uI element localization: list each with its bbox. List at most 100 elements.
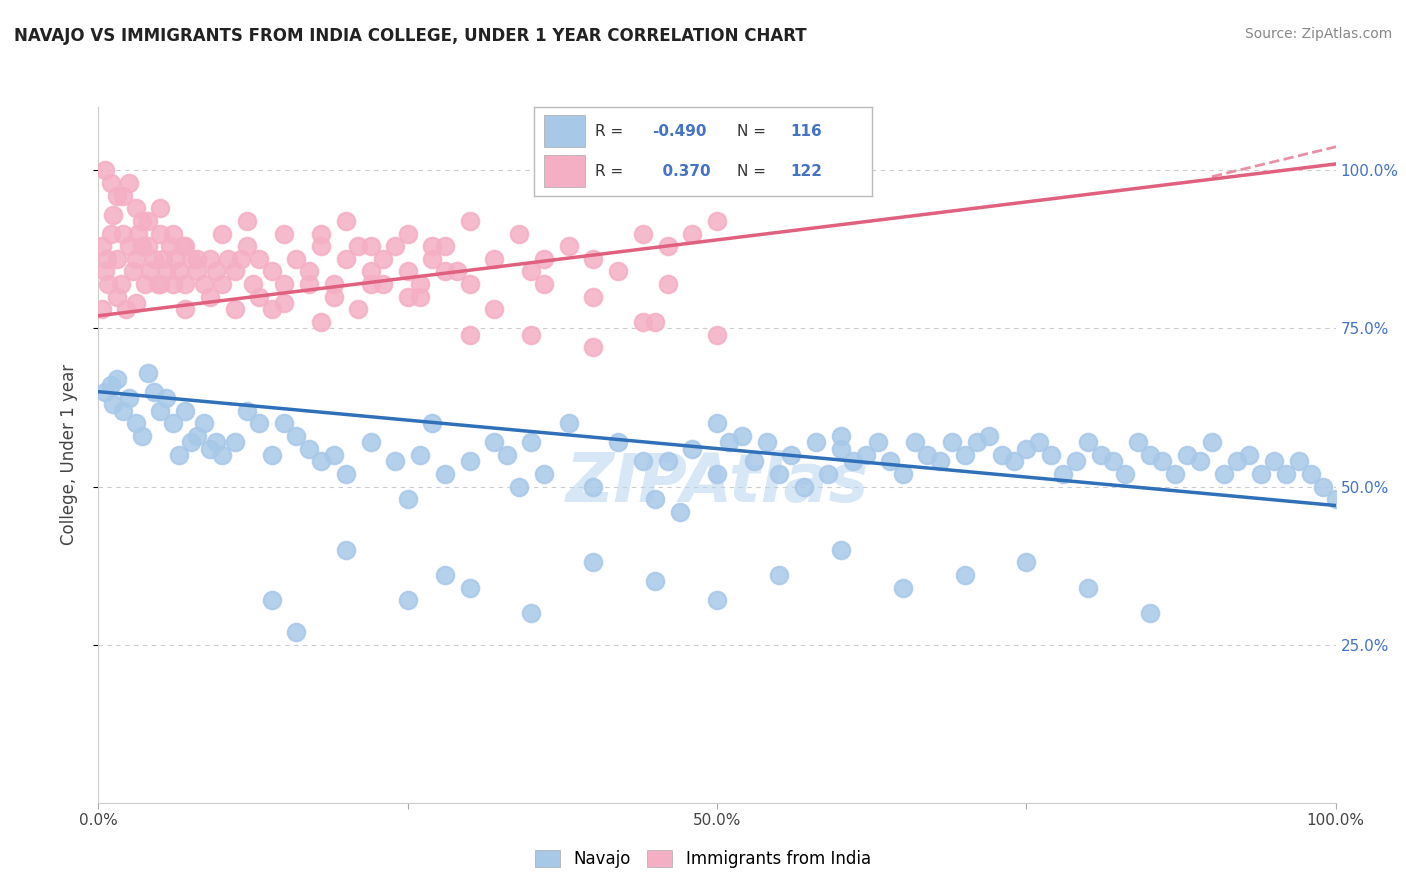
Point [172,239,194,253]
Text: NAVAJO VS IMMIGRANTS FROM INDIA COLLEGE, UNDER 1 YEAR CORRELATION CHART: NAVAJO VS IMMIGRANTS FROM INDIA COLLEGE,… [14,27,807,45]
Point [152,252,174,266]
Point [1015,442,1038,456]
Point [842,454,865,468]
Y-axis label: College, Under 1 year: College, Under 1 year [59,364,77,546]
Point [1139,606,1161,620]
Point [96,252,118,266]
Point [1040,448,1063,462]
Text: N =: N = [737,124,770,138]
Point [112,227,135,241]
Point [607,435,630,450]
Point [804,435,827,450]
Point [131,214,153,228]
Point [124,417,146,431]
Point [409,277,432,292]
Legend: Navajo, Immigrants from India: Navajo, Immigrants from India [529,843,877,875]
Text: 122: 122 [790,164,823,178]
Point [1052,467,1074,481]
Point [335,252,357,266]
Point [396,227,419,241]
Point [309,227,332,241]
Point [91,239,114,253]
Point [105,290,128,304]
Point [422,239,444,253]
Point [180,435,202,450]
Point [396,492,419,507]
Point [891,467,914,481]
Point [224,264,246,278]
Point [93,264,115,278]
Bar [544,155,585,187]
Point [159,239,181,253]
Point [1102,454,1125,468]
Point [131,429,153,443]
Point [360,277,382,292]
Point [139,264,162,278]
Point [1275,467,1298,481]
Point [533,252,555,266]
Point [1324,492,1347,507]
Point [396,264,419,278]
Bar [544,115,585,147]
Point [520,264,543,278]
Point [706,214,728,228]
Point [322,290,344,304]
Point [396,593,419,607]
Point [830,429,852,443]
Point [224,302,246,317]
Point [1015,556,1038,570]
Point [93,163,115,178]
Point [1250,467,1272,481]
Point [422,252,444,266]
Point [149,277,172,292]
Point [396,290,419,304]
Point [118,391,141,405]
Point [162,277,184,292]
Point [360,264,382,278]
Point [1175,448,1198,462]
Point [484,252,506,266]
Point [149,201,172,215]
Point [582,252,605,266]
Point [122,264,145,278]
Point [236,214,259,228]
Point [273,417,295,431]
Point [582,290,605,304]
Point [631,454,654,468]
Point [165,252,187,266]
Point [322,448,344,462]
Point [966,435,988,450]
Point [409,290,432,304]
Point [1299,467,1322,481]
Point [384,454,406,468]
Point [557,239,579,253]
Point [174,277,197,292]
Point [114,302,136,317]
Point [322,277,344,292]
Point [520,327,543,342]
Point [793,479,815,493]
Point [1226,454,1249,468]
Point [953,448,976,462]
Point [124,201,146,215]
Point [657,239,679,253]
Point [422,417,444,431]
Point [458,277,481,292]
Point [335,467,357,481]
Point [285,429,308,443]
Point [127,227,149,241]
Point [174,403,197,417]
Point [742,454,765,468]
Point [409,448,432,462]
Point [136,239,159,253]
Point [644,574,666,589]
Point [1090,448,1112,462]
Point [360,435,382,450]
Point [1188,454,1211,468]
Point [830,442,852,456]
Point [110,277,132,292]
Point [247,290,270,304]
Point [103,208,125,222]
Point [91,302,114,317]
Point [644,492,666,507]
